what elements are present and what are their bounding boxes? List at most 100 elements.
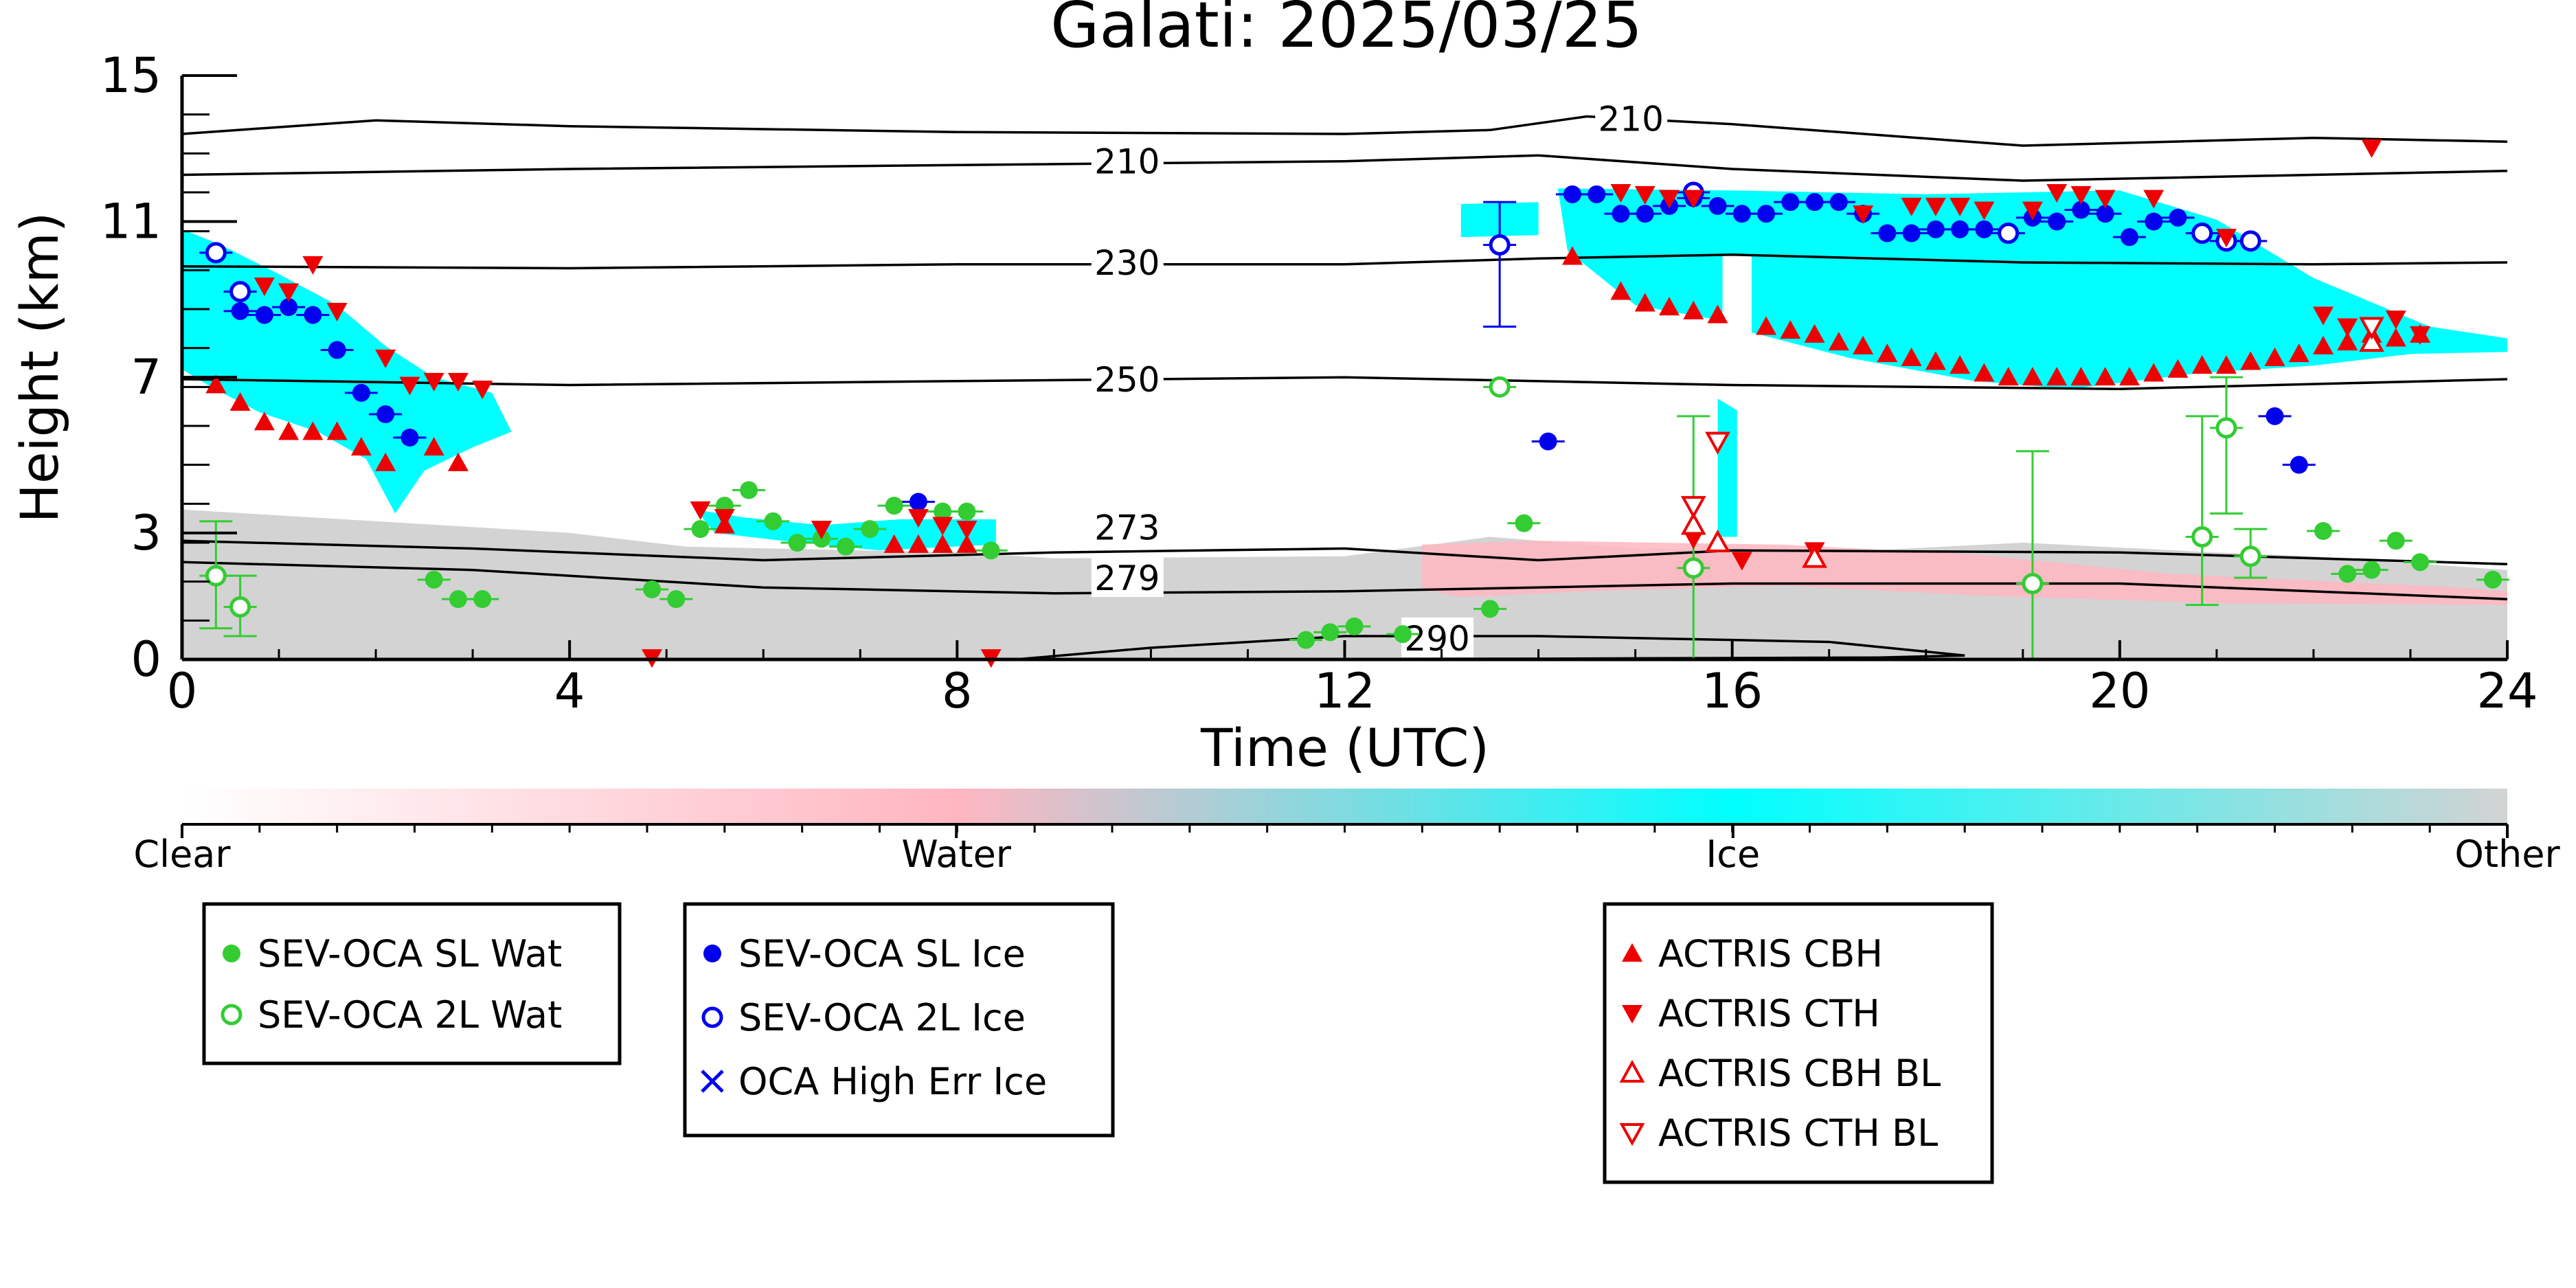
sev-oca-2l-ice-point: [205, 242, 227, 264]
actris-cbh-point: [1950, 355, 1971, 374]
sev-oca-sl-ice-point: [1878, 224, 1897, 242]
actris-cbh-point: [2191, 355, 2213, 374]
sev-oca-sl-ice-point: [1781, 193, 1800, 212]
actris-cbh-point: [1683, 300, 1704, 319]
legend-entry-label: ACTRIS CTH: [1658, 992, 1880, 1035]
sev-oca-sl-wat-point: [2483, 570, 2502, 589]
actris-cbh-point: [350, 437, 372, 456]
isotherm-line: [181, 376, 2508, 390]
actris-cth-point: [278, 283, 300, 302]
classification-background: [182, 188, 2507, 659]
actris-cth-point: [1683, 190, 1704, 209]
actris-cth-point: [472, 381, 493, 400]
sev-oca-sl-ice-point: [1757, 205, 1776, 223]
actris-cth-bl-point: [1705, 431, 1730, 455]
actris-cbh-point: [2385, 328, 2406, 347]
actris-cth-point: [2410, 326, 2431, 345]
sev-oca-sl-wat-point: [1515, 514, 1533, 532]
y-tick-label: 11: [100, 194, 161, 250]
x-tick-label: 4: [554, 663, 585, 719]
sev-oca-sl-ice-point: [1975, 220, 1993, 238]
legend-frame: [1603, 902, 1994, 1184]
actris-cbh-point: [1756, 316, 1777, 335]
actris-cth-point: [2337, 318, 2358, 337]
sev-oca-sl-wat-point: [1394, 625, 1412, 644]
sev-oca-sl-wat-point: [2338, 565, 2357, 583]
sev-oca-2l-ice-point: [229, 281, 251, 302]
actris-cth-point: [2022, 201, 2043, 221]
chart-title: Galati: 2025/03/25: [1050, 0, 1642, 62]
sev-oca-2l-wat-point: [2022, 573, 2044, 594]
other-class-region: [182, 509, 2507, 659]
actris-cth-point: [1853, 205, 1874, 225]
actris-cth-point: [811, 521, 832, 540]
sev-oca-2l-ice-point: [2191, 223, 2213, 244]
actris-cbh-point: [423, 437, 444, 456]
isotherm-label: 273: [1094, 508, 1160, 547]
isotherm-line: [181, 115, 2508, 147]
actris-cth-point: [375, 349, 396, 368]
isotherm-label: 250: [1094, 360, 1160, 400]
sev-oca-sl-ice-point: [2169, 208, 2187, 227]
actris-cbh-point: [2167, 359, 2189, 378]
isotherm-line: [181, 154, 2508, 182]
actris-cbh-point: [2337, 332, 2358, 351]
sev-oca-sl-wat-point: [667, 590, 686, 609]
actris-cbh-point: [1877, 343, 1898, 363]
sev-oca-sl-ice-point: [1926, 220, 1945, 238]
actris-cth-point: [714, 509, 735, 528]
x-tick-label: 8: [942, 663, 973, 719]
sev-oca-sl-wat-point: [643, 580, 662, 598]
actris-cth-point: [253, 278, 275, 296]
actris-cth-point: [1610, 184, 1631, 203]
actris-cbh-point: [278, 421, 300, 440]
sev-oca-sl-ice-point: [1588, 185, 1606, 203]
sev-oca-sl-wat-point: [1321, 623, 1340, 642]
actris-cbh-point: [1901, 347, 1922, 366]
legend-box: SEV-OCA SL Ice SEV-OCA 2L Ice OCA High Err…: [683, 902, 1115, 1138]
sev-oca-sl-ice-point: [1902, 224, 1921, 242]
sev-oca-sl-ice-point: [2266, 407, 2284, 425]
actris-cbh-point: [1610, 281, 1631, 300]
sev-oca-sl-wat-point: [861, 520, 879, 539]
sev-oca-sl-ice-point: [1708, 196, 1727, 215]
sev-oca-sl-wat-point: [1297, 631, 1315, 649]
legend-entry-label: SEV-OCA 2L Ice: [738, 996, 1026, 1039]
sev-oca-sl-wat-point: [982, 541, 1000, 560]
actris-cbh-point: [1780, 320, 1801, 339]
actris-cbh-point: [1561, 246, 1583, 265]
actris-cth-point: [2361, 139, 2382, 158]
sev-oca-sl-ice-point: [400, 429, 419, 447]
legend-entry-label: SEV-OCA 2L Wat: [258, 993, 562, 1037]
actris-cbh-point: [2070, 367, 2092, 386]
sev-oca-sl-wat-point: [764, 512, 782, 530]
actris-cbh-point: [1974, 363, 1995, 382]
sev-oca-sl-ice-point: [1732, 205, 1751, 223]
x-axis-label: Time (UTC): [1200, 717, 1489, 778]
actris-cbh-bl-point: [1705, 529, 1730, 552]
isotherm-label: 230: [1094, 243, 1160, 283]
sev-oca-sl-wat-point: [958, 502, 976, 521]
actris-cbh-bl-point: [1802, 545, 1827, 568]
isotherm-line: [181, 561, 2508, 600]
sev-oca-sl-wat-point: [934, 502, 952, 521]
isotherm-label: 210: [1598, 99, 1663, 139]
isotherm-line: [181, 539, 2508, 565]
actris-cbh-point: [2119, 367, 2140, 386]
ice-class-region: [182, 229, 512, 514]
y-tick-label: 3: [131, 505, 161, 561]
sev-oca-sl-ice-point: [1563, 185, 1581, 203]
actris-cbh-point: [1658, 297, 1680, 316]
legend-marker: [221, 1004, 242, 1026]
colorbar-label: Water: [901, 833, 1011, 876]
actris-cbh-point: [2240, 351, 2261, 370]
actris-cth-point: [1974, 201, 1995, 221]
sev-oca-sl-wat-point: [837, 537, 855, 556]
ice-class-region: [1557, 188, 2507, 389]
legend-marker: [703, 945, 721, 962]
actris-cbh-point: [2215, 355, 2237, 374]
colorbar-gradient: [182, 789, 2507, 824]
actris-cbh-point: [956, 534, 978, 553]
isotherm-label: 210: [1094, 142, 1160, 182]
actris-cth-point: [1925, 197, 1946, 216]
